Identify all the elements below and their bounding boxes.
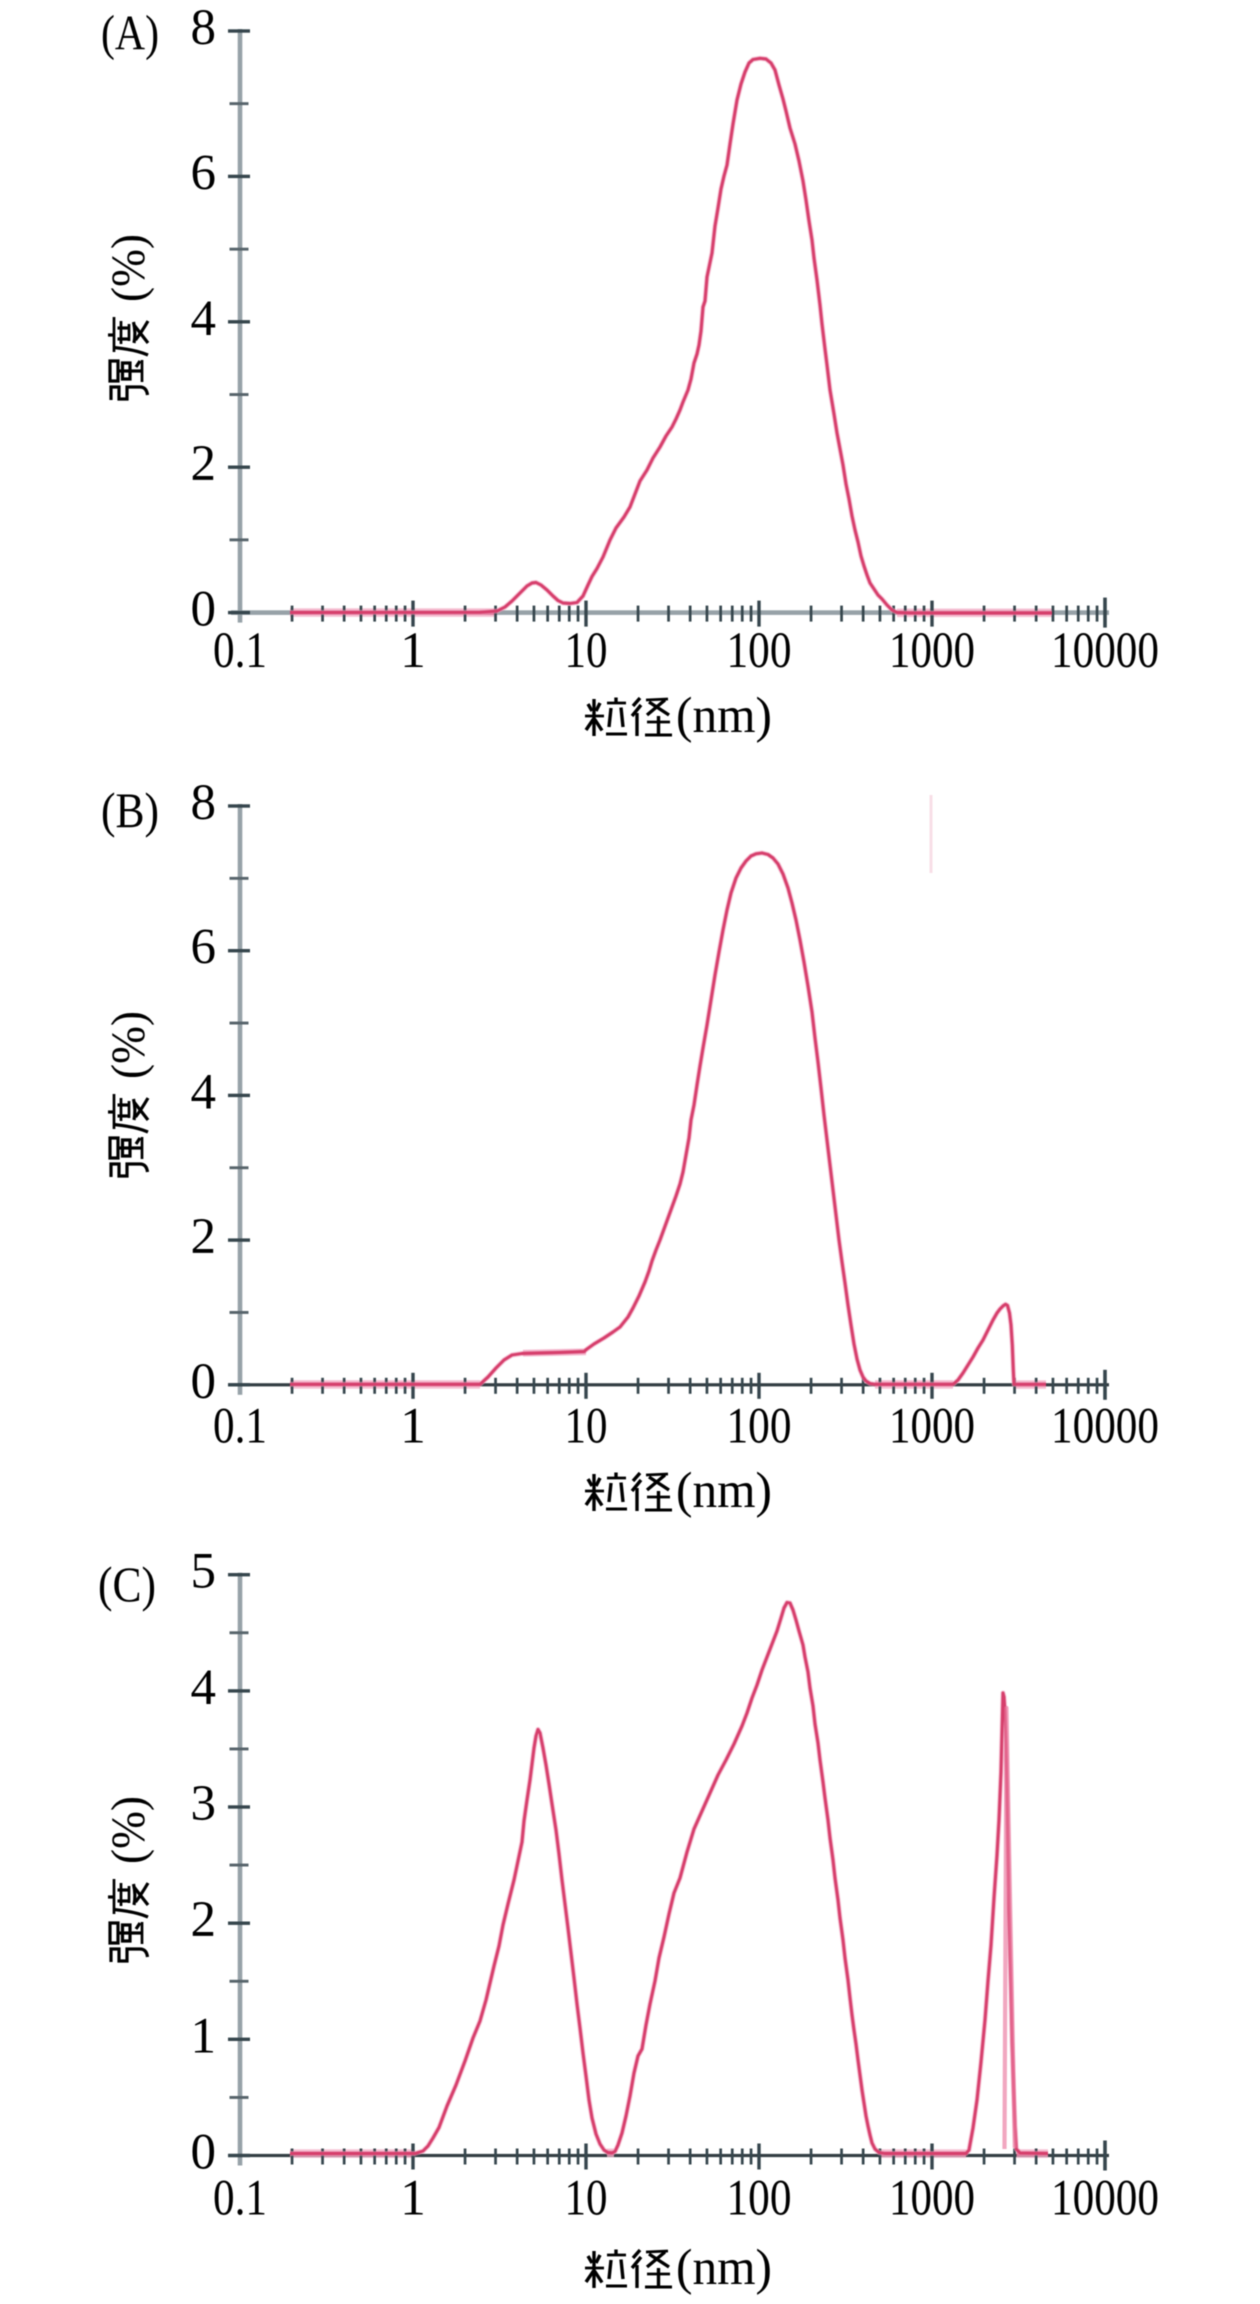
svg-text:(%): (%) [102, 1796, 155, 1864]
svg-text:(%): (%) [102, 234, 155, 302]
svg-text:2: 2 [191, 1892, 217, 1948]
svg-text:3: 3 [191, 1776, 217, 1832]
svg-text:10000: 10000 [1051, 623, 1159, 679]
svg-text:100: 100 [727, 623, 792, 679]
svg-text:10: 10 [565, 1398, 608, 1454]
svg-text:1000: 1000 [889, 623, 975, 679]
svg-text:0: 0 [191, 2125, 217, 2181]
svg-text:4: 4 [191, 291, 217, 347]
svg-text:(A): (A) [101, 5, 159, 61]
svg-text:5: 5 [191, 1544, 217, 1600]
svg-text:2: 2 [191, 436, 217, 492]
svg-text:10: 10 [565, 623, 608, 679]
svg-text:6: 6 [191, 920, 217, 976]
svg-text:1: 1 [191, 2008, 217, 2064]
svg-text:(nm): (nm) [676, 2240, 772, 2296]
svg-text:8: 8 [191, 0, 217, 56]
svg-text:1: 1 [400, 623, 426, 679]
svg-text:6: 6 [191, 145, 217, 201]
svg-text:100: 100 [727, 1398, 792, 1454]
svg-text:(B): (B) [101, 782, 159, 838]
svg-text:0: 0 [191, 1354, 217, 1410]
svg-text:2: 2 [191, 1209, 217, 1265]
svg-text:0.1: 0.1 [213, 623, 267, 679]
svg-text:1: 1 [400, 1398, 426, 1454]
svg-text:(nm): (nm) [676, 1463, 772, 1519]
svg-text:(nm): (nm) [676, 688, 772, 744]
svg-text:1: 1 [400, 2171, 426, 2227]
svg-text:10: 10 [565, 2171, 608, 2227]
svg-text:8: 8 [191, 775, 217, 831]
svg-text:4: 4 [191, 1064, 217, 1120]
svg-text:1000: 1000 [889, 1398, 975, 1454]
svg-text:0.1: 0.1 [213, 2171, 267, 2227]
svg-text:10000: 10000 [1051, 1398, 1159, 1454]
svg-text:0.1: 0.1 [213, 1398, 267, 1454]
svg-text:(%): (%) [102, 1011, 155, 1079]
svg-text:1000: 1000 [889, 2171, 975, 2227]
svg-text:100: 100 [727, 2171, 792, 2227]
svg-text:(C): (C) [98, 1556, 156, 1612]
svg-text:4: 4 [191, 1660, 217, 1716]
svg-text:10000: 10000 [1051, 2171, 1159, 2227]
svg-text:0: 0 [191, 582, 217, 638]
